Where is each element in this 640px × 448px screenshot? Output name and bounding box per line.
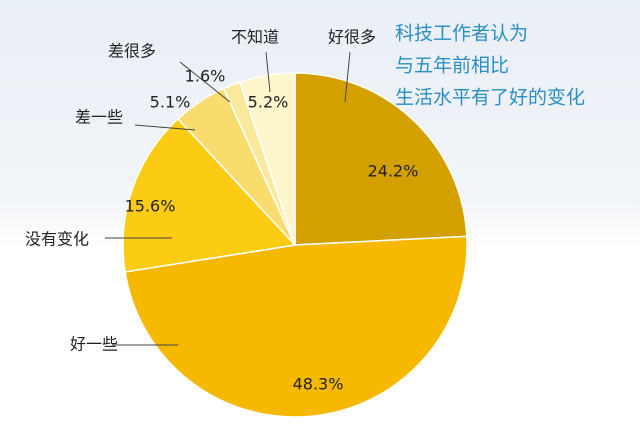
leader-line — [179, 61, 231, 103]
leader-line — [134, 124, 196, 131]
category-label: 好很多 — [328, 28, 376, 47]
value-label: 1.6% — [185, 67, 226, 86]
value-label: 24.2% — [368, 162, 419, 181]
chart-title: 生活水平有了好的变化 — [395, 87, 585, 109]
pie-slice — [122, 117, 297, 273]
leader-line — [265, 51, 271, 93]
pie-slice — [124, 235, 468, 418]
category-label: 好一些 — [70, 335, 118, 354]
chart-title: 科技工作者认为 — [395, 23, 528, 45]
value-label: 48.3% — [293, 375, 344, 394]
category-label: 差很多 — [108, 42, 156, 61]
category-label: 差一些 — [75, 108, 123, 127]
value-label: 5.2% — [248, 93, 289, 112]
value-label: 15.6% — [125, 197, 176, 216]
chart-title: 与五年前相比 — [395, 55, 509, 77]
value-label: 5.1% — [150, 93, 191, 112]
pie-slice — [294, 72, 468, 246]
category-label: 没有变化 — [25, 230, 89, 249]
leader-line — [344, 51, 351, 103]
category-label: 不知道 — [231, 28, 279, 47]
pie-slice — [238, 72, 296, 246]
